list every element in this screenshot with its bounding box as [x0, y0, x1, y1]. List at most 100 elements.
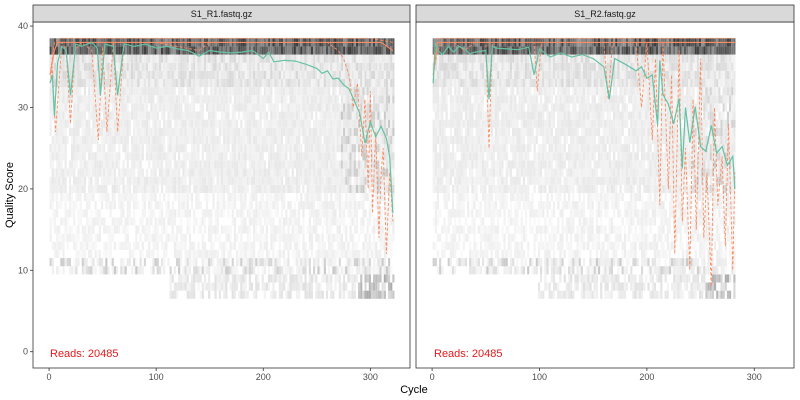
heatmap-tile: [486, 135, 489, 145]
heatmap-tile: [94, 152, 97, 161]
heatmap-tile: [225, 225, 228, 234]
heatmap-tile: [62, 127, 65, 136]
heatmap-tile: [261, 135, 264, 145]
heatmap-tile: [321, 70, 324, 79]
heatmap-tile: [373, 95, 376, 104]
heatmap-tile: [73, 241, 76, 250]
heatmap-tile: [272, 201, 275, 210]
heatmap-tile: [272, 103, 275, 112]
heatmap-tile: [345, 46, 348, 55]
heatmap-tile: [220, 54, 224, 63]
heatmap-tile: [285, 152, 288, 161]
heatmap-tile: [53, 62, 57, 71]
heatmap-tile: [330, 46, 333, 55]
heatmap-tile: [178, 152, 181, 161]
heatmap-tile: [133, 192, 136, 202]
heatmap-tile: [278, 127, 281, 136]
heatmap-tile: [390, 241, 393, 250]
heatmap-tile: [261, 209, 264, 218]
heatmap-tile: [336, 201, 339, 210]
heatmap-tile: [366, 62, 369, 71]
heatmap-tile: [321, 225, 324, 234]
heatmap-tile: [90, 225, 93, 234]
heatmap-tile: [319, 217, 322, 226]
heatmap-tile: [458, 103, 461, 112]
heatmap-tile: [103, 119, 106, 128]
heatmap-tile: [103, 62, 106, 71]
lower-quartile-line: [49, 40, 394, 255]
heatmap-tile: [390, 249, 393, 259]
heatmap-tile: [484, 87, 487, 96]
heatmap-tile: [270, 241, 273, 250]
heatmap-tile: [122, 160, 125, 169]
heatmap-tile: [334, 119, 337, 128]
heatmap-tile: [178, 249, 181, 259]
heatmap-tile: [390, 209, 393, 218]
heatmap-tile: [53, 54, 57, 63]
heatmap-tile: [289, 160, 292, 169]
heatmap-tile: [126, 233, 129, 242]
heatmap-tile: [285, 46, 288, 55]
heatmap-tile: [160, 266, 164, 275]
heatmap-tile: [486, 192, 489, 202]
heatmap-tile: [454, 184, 457, 193]
heatmap-tile: [375, 249, 378, 259]
heatmap-tile: [390, 70, 393, 79]
heatmap-tile: [298, 144, 301, 153]
heatmap-tile: [454, 135, 457, 145]
heatmap-tile: [390, 87, 393, 96]
heatmap-tile: [103, 103, 106, 112]
heatmap-tile: [330, 209, 333, 218]
heatmap-tile: [77, 217, 80, 226]
heatmap-tile: [313, 192, 316, 202]
heatmap-tile: [156, 127, 159, 136]
heatmap-tile: [227, 103, 230, 112]
heatmap-tile: [439, 258, 442, 267]
heatmap-tile: [469, 241, 472, 250]
heatmap-tile: [325, 70, 329, 79]
heatmap-tile: [113, 225, 117, 234]
heatmap-tile: [287, 54, 290, 63]
heatmap-tile: [250, 184, 254, 193]
heatmap-tile: [358, 176, 361, 185]
heatmap-tile: [484, 176, 487, 185]
heatmap-tile: [49, 38, 52, 47]
heatmap-tile: [60, 217, 63, 226]
heatmap-tile: [390, 160, 393, 169]
heatmap-tile: [235, 249, 239, 259]
heatmap-tile: [272, 192, 275, 202]
heatmap-tile: [111, 176, 114, 185]
heatmap-tile: [310, 290, 314, 299]
heatmap-tile: [253, 160, 256, 169]
heatmap-tile: [375, 70, 378, 79]
heatmap-tile: [235, 274, 239, 283]
heatmap-tile: [447, 144, 450, 153]
heatmap-tile: [321, 152, 324, 161]
heatmap-tile: [101, 217, 104, 226]
heatmap-tile: [231, 217, 234, 226]
heatmap-tile: [377, 152, 380, 161]
heatmap-tile: [135, 70, 138, 79]
heatmap-tile: [145, 249, 149, 259]
heatmap-tile: [225, 144, 228, 153]
heatmap-tile: [195, 78, 198, 88]
heatmap-tile: [160, 184, 164, 193]
facet-strip: [32, 4, 411, 23]
heatmap-tile: [188, 119, 191, 128]
heatmap-tile: [60, 176, 63, 185]
heatmap-tile: [79, 78, 82, 88]
heatmap-tile: [381, 87, 384, 96]
heatmap-tile: [210, 78, 213, 88]
heatmap-tile: [64, 258, 67, 267]
heatmap-tile: [60, 241, 63, 250]
heatmap-tile: [227, 233, 230, 242]
heatmap-tile: [259, 249, 262, 259]
heatmap-tile: [171, 87, 174, 96]
heatmap-tile: [165, 127, 168, 136]
heatmap-tile: [128, 209, 131, 218]
heatmap-tile: [456, 87, 459, 96]
heatmap-tile: [128, 95, 131, 104]
heatmap-tile: [338, 168, 341, 177]
heatmap-tile: [109, 176, 112, 185]
heatmap-tile: [79, 144, 82, 153]
